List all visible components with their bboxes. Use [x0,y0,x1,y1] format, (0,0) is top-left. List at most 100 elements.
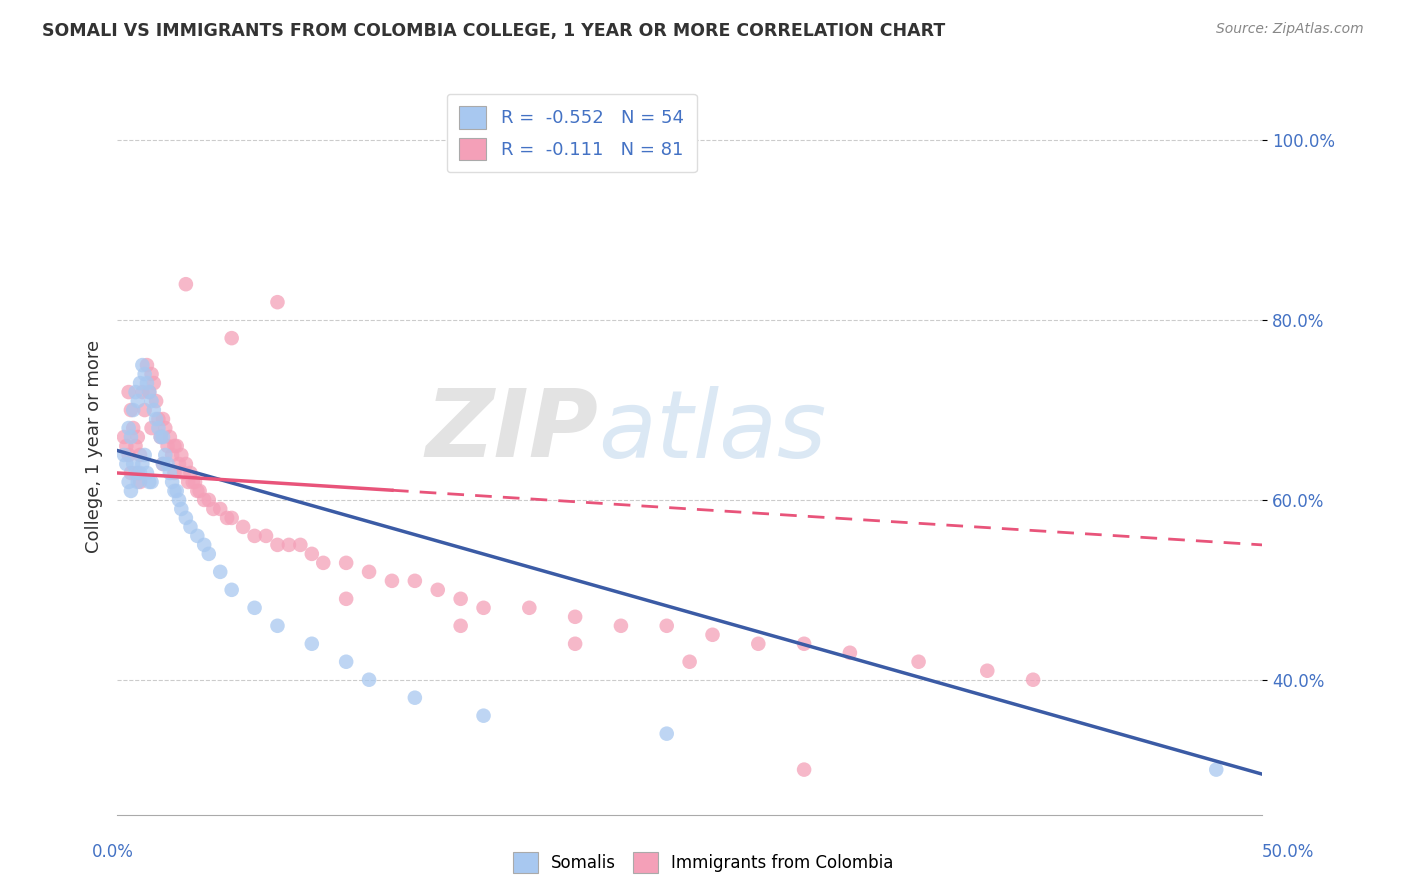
Point [357,565,380,579]
Point [159,430,181,444]
Point [193,492,215,507]
Point [1022,673,1045,687]
Point [793,763,815,777]
Point [152,412,174,426]
Point [163,439,186,453]
Point [115,457,138,471]
Point [266,619,288,633]
Text: atlas: atlas [598,385,827,476]
Point [301,637,323,651]
Point [221,331,243,345]
Point [404,690,426,705]
Point [221,511,243,525]
Point [129,448,152,462]
Point [976,664,998,678]
Point [202,502,225,516]
Point [163,466,186,480]
Point [131,358,153,372]
Point [564,637,586,651]
Point [381,574,404,588]
Point [179,466,201,480]
Point [174,457,197,471]
Point [138,385,160,400]
Point [134,367,156,381]
Point [312,556,335,570]
Point [127,475,149,489]
Point [122,457,145,471]
Point [179,520,201,534]
Point [907,655,929,669]
Point [188,483,211,498]
Point [517,600,540,615]
Point [186,529,208,543]
Text: SOMALI VS IMMIGRANTS FROM COLOMBIA COLLEGE, 1 YEAR OR MORE CORRELATION CHART: SOMALI VS IMMIGRANTS FROM COLOMBIA COLLE… [42,22,945,40]
Point [120,430,142,444]
Point [117,475,139,489]
Point [117,448,139,462]
Point [1205,763,1227,777]
Point [145,412,167,426]
Point [149,430,172,444]
Point [136,376,159,390]
Point [120,466,142,480]
Point [127,394,149,409]
Point [152,457,174,471]
Point [131,385,153,400]
Point [145,394,167,409]
Point [166,439,188,453]
Point [357,673,380,687]
Point [186,483,208,498]
Point [129,466,152,480]
Legend: Somalis, Immigrants from Colombia: Somalis, Immigrants from Colombia [506,846,900,880]
Point [174,511,197,525]
Point [122,421,145,435]
Point [232,520,254,534]
Point [254,529,277,543]
Point [155,421,177,435]
Point [472,600,495,615]
Point [184,475,207,489]
Point [266,538,288,552]
Point [156,439,179,453]
Point [160,448,183,462]
Point [450,619,472,633]
Point [181,475,204,489]
Text: 50.0%: 50.0% [1263,843,1315,861]
Point [426,582,449,597]
Point [335,556,357,570]
Point [197,547,219,561]
Point [124,385,146,400]
Point [217,511,239,525]
Point [655,726,678,740]
Point [197,492,219,507]
Point [472,708,495,723]
Point [243,600,266,615]
Point [173,466,195,480]
Point [117,421,139,435]
Point [170,502,193,516]
Point [243,529,266,543]
Point [136,358,159,372]
Point [134,448,156,462]
Point [129,376,152,390]
Point [747,637,769,651]
Point [122,403,145,417]
Point [838,646,860,660]
Point [610,619,633,633]
Point [134,403,156,417]
Point [141,394,163,409]
Point [149,430,172,444]
Point [335,591,357,606]
Point [131,457,153,471]
Legend: R =  -0.552   N = 54, R =  -0.111   N = 81: R = -0.552 N = 54, R = -0.111 N = 81 [447,94,696,172]
Point [152,457,174,471]
Point [163,483,186,498]
Point [142,376,165,390]
Point [209,502,232,516]
Point [160,475,183,489]
Point [170,448,193,462]
Point [450,591,472,606]
Point [127,430,149,444]
Point [221,582,243,597]
Point [301,547,323,561]
